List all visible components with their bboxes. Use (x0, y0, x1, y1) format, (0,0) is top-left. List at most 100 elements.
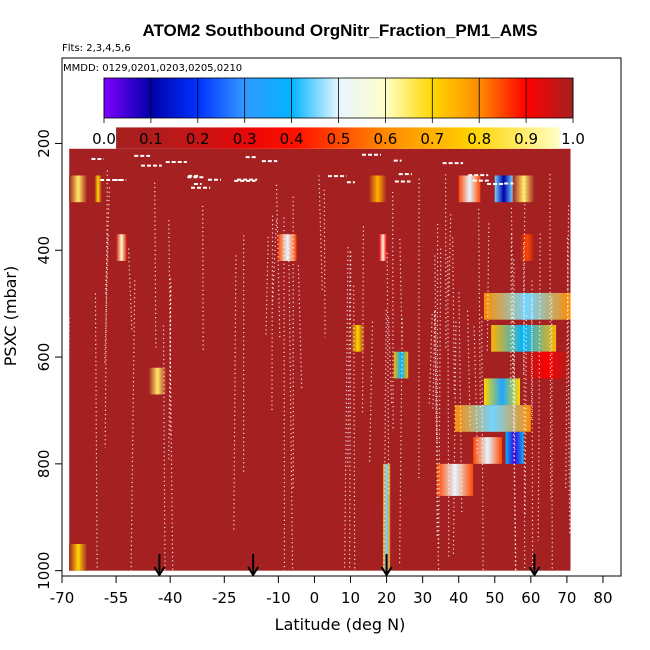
dates-label: MMDD: 0129,0201,0203,0205,0210 (63, 63, 242, 74)
colorbar-tick-lines (103, 78, 574, 123)
flight-track (127, 248, 133, 330)
heatmap-cell (483, 292, 571, 320)
x-tick-label: -10 (266, 589, 291, 607)
down-arrow-head (380, 566, 393, 577)
heatmap-cell (379, 234, 387, 261)
flight-track (361, 226, 365, 413)
flight-track (486, 223, 490, 353)
colorbar-tick-label: 0.7 (420, 130, 444, 148)
flight-track (271, 220, 278, 302)
flight-track (473, 326, 479, 456)
heatmap-cell (455, 405, 531, 432)
colorbar-tick-label: 0.6 (373, 130, 397, 148)
flight-track (104, 170, 108, 449)
heatmap-cell (116, 234, 127, 261)
down-arrow-head (528, 566, 541, 577)
heatmap-top-band (116, 127, 560, 149)
colorbar-tick-label: 0.0 (92, 130, 116, 148)
heatmap-cell (458, 175, 481, 203)
down-arrow-head (153, 566, 166, 577)
y-tick-label: 600 (35, 343, 53, 372)
x-axis-label: Latitude (deg N) (275, 615, 406, 634)
flight-track (458, 292, 463, 513)
flight-track (428, 314, 433, 407)
x-tick-label: -70 (50, 589, 75, 607)
flight-track (434, 311, 440, 571)
x-tick-label: 60 (521, 589, 540, 607)
flight-track (202, 205, 204, 353)
arrow-layer (153, 554, 541, 577)
x-tick-label: -40 (158, 589, 183, 607)
flight-track (104, 187, 111, 295)
flight-track (399, 318, 403, 564)
flight-track (566, 237, 571, 534)
x-tick-label: 50 (485, 589, 504, 607)
y-tick-label: 800 (35, 450, 53, 479)
flight-track (452, 237, 456, 398)
colorbar-tick-label: 1.0 (561, 130, 585, 148)
flight-track (513, 259, 516, 453)
flight-track (162, 325, 166, 571)
heatmap-cell (494, 175, 513, 203)
heatmap-cell (94, 175, 102, 203)
flight-track (537, 233, 541, 541)
flight-track (399, 238, 403, 344)
flights-label: Flts: 2,3,4,5,6 (62, 43, 131, 54)
flight-track (551, 298, 553, 571)
colorbar-tick-labels: 0.0 0.1 0.2 0.3 0.4 0.5 0.6 0.7 0.8 0.9 1.0 (92, 130, 585, 148)
colorbar-tick-label: 0.8 (467, 130, 491, 148)
x-axis: -70 -55 -40 -25 -10 0 10 20 30 40 50 60 70 80 (50, 576, 613, 607)
x-tick-label: 0 (310, 589, 320, 607)
x-tick-label: -55 (104, 589, 129, 607)
flight-track (66, 317, 70, 491)
heatmap-cell (148, 367, 167, 395)
heatmap-cell (523, 351, 571, 379)
chart-title: ATOM2 Southbound OrgNitr_Fraction_PM1_AM… (142, 21, 537, 40)
colorbar-tick-label: 0.1 (139, 130, 163, 148)
heatmap-cell (368, 175, 387, 203)
flight-track (387, 317, 393, 405)
flight-track (434, 255, 438, 442)
heatmap-cell (520, 234, 535, 261)
y-tick-label: 400 (35, 236, 53, 265)
down-arrow-head (247, 566, 259, 577)
colorbar-tick-label: 0.4 (280, 130, 304, 148)
flight-track (481, 316, 484, 571)
heatmap-cell (483, 378, 521, 406)
heatmap-cell (437, 463, 474, 496)
flight-track (343, 247, 349, 571)
y-axis-label: PSXC (mbar) (1, 266, 20, 366)
x-tick-label: 20 (377, 589, 396, 607)
y-axis: 200 400 600 800 1000 (35, 129, 62, 590)
flight-track (565, 205, 570, 489)
x-tick-label: 10 (341, 589, 360, 607)
heatmap-cell (382, 463, 391, 571)
flight-track (523, 178, 526, 377)
flight-track (368, 321, 374, 464)
flight-track (275, 184, 281, 340)
flight-track (510, 233, 513, 390)
flight-track (323, 189, 326, 338)
y-tick-label: 1000 (35, 552, 53, 590)
flight-track (94, 293, 98, 571)
x-tick-label: 30 (413, 589, 432, 607)
heatmap-cell (350, 325, 365, 352)
flight-track (436, 223, 439, 537)
heatmap-layer (66, 127, 571, 571)
x-tick-label: 80 (593, 589, 612, 607)
flight-track (531, 280, 534, 567)
heatmap-background (69, 148, 571, 571)
y-tick-label: 200 (35, 129, 53, 158)
flight-track (104, 235, 109, 365)
plot-frame (61, 57, 622, 577)
heatmap-cell (473, 437, 502, 464)
x-tick-label: 40 (449, 589, 468, 607)
heatmap-cell (278, 234, 297, 261)
flight-track (383, 309, 387, 571)
heatmap-cell (512, 175, 535, 203)
heatmap-cell (393, 351, 409, 379)
heatmap-cell (69, 543, 88, 571)
colorbar-tick-label: 0.3 (233, 130, 257, 148)
x-tick-label: -25 (212, 589, 237, 607)
